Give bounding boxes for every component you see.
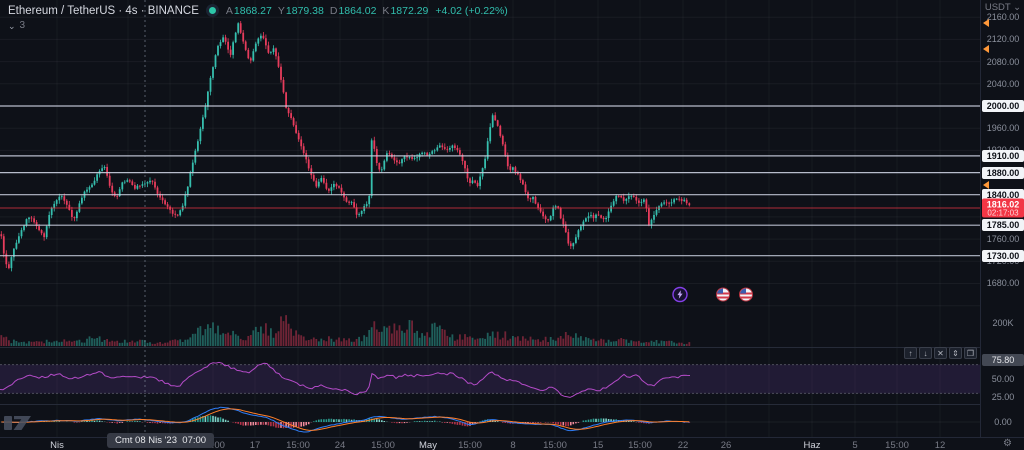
pane-control-buttons: ↑ ↓ ✕ ⇕ ❐: [904, 347, 977, 359]
price-tick-label: 2080.00: [986, 56, 1020, 67]
drawn-line-price-label[interactable]: 1880.00: [982, 166, 1024, 179]
pane-move-down-button[interactable]: ↓: [919, 347, 932, 359]
us-flag-event-icon[interactable]: [738, 287, 754, 308]
pane-close-button[interactable]: ✕: [934, 347, 947, 359]
price-tick-label: 1960.00: [986, 123, 1020, 134]
volume-histogram: [0, 315, 691, 346]
price-axis[interactable]: 2160.002120.002080.002040.001960.001920.…: [980, 0, 1024, 437]
price-tick-label: 2120.00: [986, 34, 1020, 45]
alert-marker-icon[interactable]: [983, 44, 989, 53]
time-tick-label: 15:00: [371, 440, 395, 450]
rsi-band: [0, 364, 980, 394]
time-tick-label: 26: [720, 440, 732, 450]
legend-expand-toggle[interactable]: ⌄ 3: [8, 20, 25, 31]
macd-indicator: [1, 406, 691, 433]
time-axis[interactable]: ⚙ Nis 15:00 17 15:00 24 15:00 May 15:00 8 15:00 15…: [0, 437, 1024, 450]
drawn-line-price-label[interactable]: 1910.00: [982, 149, 1024, 162]
horizontal-line-drawings[interactable]: [0, 105, 980, 257]
gear-icon[interactable]: ⚙: [1003, 438, 1012, 449]
price-tick-label: 2040.00: [986, 78, 1020, 89]
drawn-line-price-label[interactable]: 2000.00: [982, 100, 1024, 112]
price-tick-label: 2160.00: [986, 12, 1020, 23]
pane-move-up-button[interactable]: ↑: [904, 347, 917, 359]
time-tick-label: 15:00: [628, 440, 652, 450]
pane-collapse-button[interactable]: ⇕: [949, 347, 962, 359]
time-tick-label: 15:00: [286, 440, 310, 450]
last-price-label[interactable]: 1816.02 02:17:03: [982, 198, 1024, 218]
candlestick-chart-canvas[interactable]: [0, 0, 980, 437]
drawn-line-price-label[interactable]: 1785.00: [982, 219, 1024, 232]
symbol-legend[interactable]: Ethereum / TetherUS · 4s · BINANCE A1868…: [8, 4, 508, 17]
crosshair-date-tooltip: Cmt 08 Nis '23 07:00: [107, 433, 215, 448]
price-tick-label: 1680.00: [986, 278, 1020, 289]
market-status-icon[interactable]: [205, 4, 219, 17]
time-tick-label: 15: [592, 440, 604, 450]
time-tick-label: May: [419, 440, 437, 450]
price-change: +4.02 (+0.22%): [435, 4, 508, 17]
time-tick-label: Haz: [803, 440, 821, 450]
candles-series: [0, 21, 691, 272]
chevron-down-icon: ⌄: [8, 20, 16, 31]
time-tick-label: 8: [510, 440, 516, 450]
volume-scale-label: 200K: [992, 318, 1014, 328]
bar-countdown: 02:17:03: [987, 208, 1019, 218]
time-tick-label: Nis: [50, 440, 64, 450]
price-tick-label: 1760.00: [986, 234, 1020, 245]
currency-dropdown[interactable]: USDT ⌄: [984, 2, 1022, 13]
time-tick-label: 15:00: [885, 440, 909, 450]
time-tick-label: 15:00: [458, 440, 482, 450]
alert-marker-icon[interactable]: [983, 19, 989, 28]
time-tick-label: 24: [334, 440, 346, 450]
time-tick-label: 17: [249, 440, 261, 450]
symbol-title[interactable]: Ethereum / TetherUS · 4s · BINANCE: [8, 4, 199, 17]
drawn-line-price-label[interactable]: 1730.00: [982, 249, 1024, 262]
us-flag-event-icon[interactable]: [715, 287, 731, 308]
rsi-value-label: 75.80: [982, 354, 1024, 367]
time-tick-label: 22: [677, 440, 689, 450]
macd-zero-label: 0.00: [994, 417, 1012, 427]
lightning-event-icon[interactable]: [672, 286, 688, 308]
time-tick-label: 5: [852, 440, 858, 450]
rsi-tick-label: 50.00: [991, 374, 1015, 384]
ohlc-values: A1868.27 Y1879.38 D1864.02 K1872.29: [225, 4, 429, 17]
pane-dividers[interactable]: [0, 347, 980, 405]
tradingview-logo-icon: [3, 413, 33, 438]
pane-maximize-button[interactable]: ❐: [964, 347, 977, 359]
rsi-tick-label: 25.00: [991, 392, 1015, 402]
last-price-value: 1816.02: [986, 199, 1020, 210]
time-tick-label: 12: [934, 440, 946, 450]
rsi-line: [0, 361, 691, 398]
alert-marker-icon[interactable]: [983, 180, 989, 189]
indicator-count: 3: [19, 20, 26, 31]
drawn-line-price-label[interactable]: 1840.00: [982, 188, 1024, 201]
time-tick-label: 15:00: [543, 440, 567, 450]
